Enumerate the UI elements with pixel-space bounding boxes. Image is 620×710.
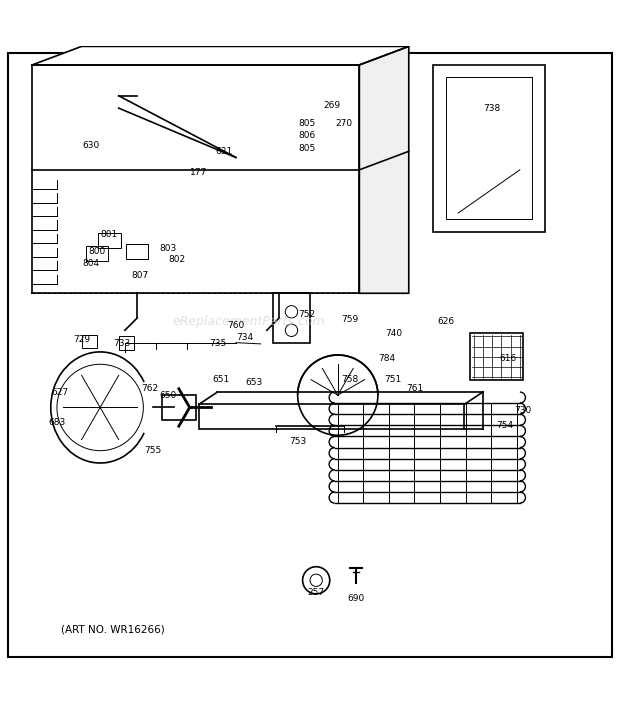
Text: 755: 755	[144, 446, 161, 455]
Text: eReplacementParts.com: eReplacementParts.com	[172, 315, 325, 327]
Text: 626: 626	[437, 317, 454, 326]
Text: 257: 257	[308, 588, 325, 597]
Text: 631: 631	[215, 147, 232, 155]
Text: 735: 735	[209, 339, 226, 349]
Text: 630: 630	[82, 141, 100, 150]
Text: 762: 762	[141, 384, 158, 393]
Text: 805: 805	[298, 119, 316, 128]
Text: 683: 683	[48, 418, 66, 427]
Polygon shape	[32, 65, 360, 293]
Text: 804: 804	[82, 259, 99, 268]
Text: 270: 270	[335, 119, 353, 128]
Text: 730: 730	[515, 406, 531, 415]
Text: 653: 653	[246, 378, 263, 387]
Text: 801: 801	[101, 230, 118, 239]
Text: 177: 177	[190, 168, 208, 178]
Text: 760: 760	[228, 321, 244, 330]
Text: 729: 729	[73, 335, 90, 344]
Text: 759: 759	[342, 315, 359, 324]
Text: 802: 802	[169, 255, 186, 264]
Text: 761: 761	[406, 384, 423, 393]
Text: 627: 627	[51, 388, 69, 396]
Text: 784: 784	[379, 354, 396, 363]
Text: 690: 690	[348, 594, 365, 604]
Text: 805: 805	[298, 143, 316, 153]
Text: 800: 800	[89, 247, 105, 256]
Text: 758: 758	[342, 375, 359, 384]
Text: 650: 650	[159, 391, 177, 400]
Text: 738: 738	[484, 104, 501, 113]
Text: 754: 754	[496, 422, 513, 430]
Text: 734: 734	[237, 333, 254, 342]
Text: 752: 752	[298, 310, 316, 320]
Text: 733: 733	[113, 339, 130, 349]
Text: 651: 651	[212, 375, 229, 384]
Text: 751: 751	[384, 375, 402, 384]
Text: 740: 740	[385, 329, 402, 338]
Text: 807: 807	[131, 271, 149, 280]
Polygon shape	[360, 46, 409, 293]
Text: 753: 753	[289, 437, 306, 446]
Text: 803: 803	[159, 244, 177, 253]
Text: 269: 269	[323, 101, 340, 109]
Text: (ART NO. WR16266): (ART NO. WR16266)	[61, 625, 164, 635]
Text: 806: 806	[298, 131, 316, 141]
Polygon shape	[32, 46, 409, 65]
Text: 616: 616	[499, 354, 516, 363]
